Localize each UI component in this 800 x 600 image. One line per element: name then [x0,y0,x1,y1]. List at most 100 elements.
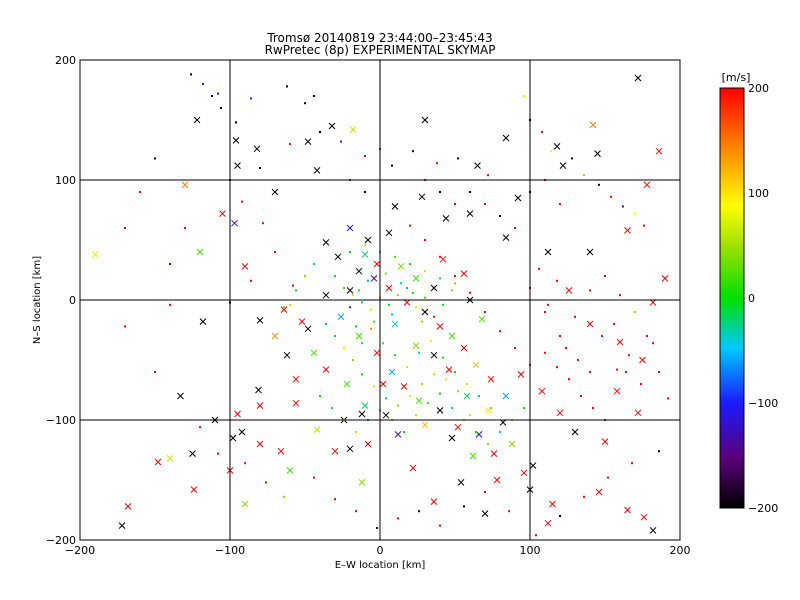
data-point-dot [343,287,345,289]
data-point-x [436,407,444,414]
data-point-dot [361,342,363,345]
data-point-x [520,469,528,477]
data-point-dot [640,383,642,385]
y-tick-label: 200 [55,54,76,67]
data-point-dot [190,73,192,76]
data-point-dot [397,517,399,520]
data-point-x [430,284,438,292]
data-point-dot [424,239,426,241]
data-point-dot [418,351,420,354]
data-point-x [448,434,456,442]
data-point-x [181,181,189,189]
data-point-x [649,527,657,534]
plot-area-frame [79,59,681,541]
colorbar-tick-label: 0 [748,292,755,305]
data-point-x [346,287,354,294]
data-point-dot [352,294,354,297]
data-point-x [589,121,597,129]
data-point-x [322,239,330,246]
data-point-x [280,306,288,313]
data-point-x [565,287,573,294]
data-point-dot [202,83,204,85]
data-point-dot [235,121,237,124]
data-point-x [472,361,480,369]
data-point-dot [409,263,411,265]
data-point-dot [628,354,630,357]
data-point-dot [421,320,423,323]
data-point-dot [124,227,126,229]
data-point-dot [325,323,327,325]
data-point-dot [442,356,444,359]
data-point-x [385,229,393,237]
data-point-dot [289,143,291,145]
data-point-x [391,320,399,328]
data-point-x [255,386,262,394]
data-point-dot [457,157,459,160]
data-point-dot [508,510,510,513]
data-point-dot [385,397,387,400]
data-point-x [397,263,405,270]
data-point-dot [295,289,297,292]
data-point-dot [442,303,444,306]
data-point-x [469,452,477,460]
data-point-dot [538,267,540,270]
data-point-dot [391,164,393,167]
data-point-dot [394,354,396,357]
data-point-x [382,411,390,419]
data-point-x [154,458,162,466]
data-point-dot [445,378,447,381]
x-tick-label: 0 [377,544,384,557]
data-point-x [418,193,426,201]
data-point-x [594,150,601,157]
data-point-dot [454,203,456,205]
data-point-dot [559,335,561,337]
data-point-x [370,275,378,282]
colorbar [719,87,745,509]
data-point-dot [241,200,243,203]
data-point-x [343,380,351,388]
data-point-dot [304,275,306,277]
data-point-x [388,368,396,376]
data-point-dot [541,131,543,133]
data-point-dot [583,174,585,177]
data-point-dot [583,495,585,498]
data-point-x [118,522,126,529]
y-tick-label: −100 [46,414,76,427]
data-point-dot [421,383,423,385]
data-point-dot [349,251,351,253]
chart-subtitle: RwPretec (8p) EXPERIMENTAL SKYMAP [265,43,496,57]
data-point-dot [487,174,489,177]
data-point-x [361,251,369,258]
data-point-dot [415,306,417,309]
data-point-x [346,445,354,453]
data-point-x [601,438,609,445]
data-point-dot [484,203,486,205]
data-point-dot [169,263,171,265]
data-point-dot [469,414,471,417]
data-point-dot [523,95,525,97]
data-point-dot [331,407,333,409]
data-point-x [253,145,261,153]
data-point-x [661,275,669,282]
data-point-dot [634,311,636,313]
data-point-x [436,323,444,330]
data-point-x [199,318,207,325]
data-point-dot [469,291,471,294]
data-point-x [616,338,624,346]
data-point-x [538,387,546,395]
data-point-dot [364,191,366,193]
data-point-dot [376,527,378,529]
data-point-dot [358,289,360,292]
data-point-dot [364,243,366,246]
data-point-dot [556,366,558,369]
data-point-x [166,455,174,462]
data-point-dot [439,255,441,258]
data-point-dot [211,95,213,97]
data-point-x [219,210,226,217]
data-point-dot [451,407,453,409]
x-tick-label: 200 [670,544,691,557]
data-point-dot [259,167,261,169]
data-point-x [445,366,453,373]
data-point-x [421,421,429,429]
data-point-dot [484,311,486,313]
